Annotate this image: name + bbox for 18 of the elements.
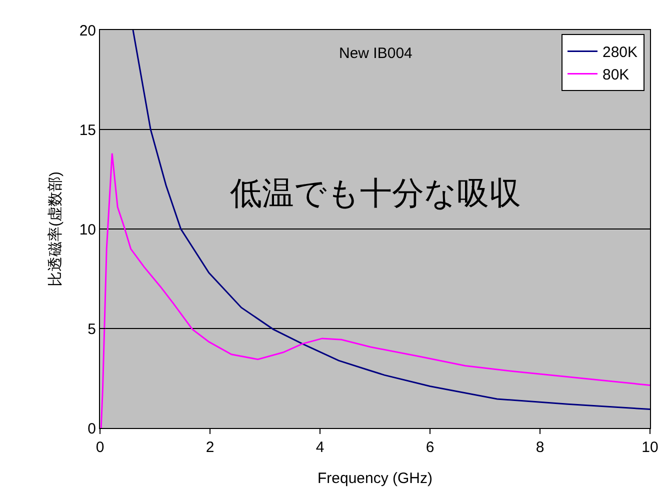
- x-tick-label: 8: [536, 439, 544, 456]
- y-tick-label: 15: [79, 122, 96, 139]
- x-tick-label: 6: [426, 439, 434, 456]
- y-axis-title: 比透磁率(虚数部): [47, 172, 64, 286]
- x-tick-label: 4: [316, 439, 324, 456]
- x-axis-title: Frequency (GHz): [317, 470, 433, 487]
- line-series: [100, 152, 650, 428]
- annotation: 低温でも十分な吸収: [230, 175, 521, 211]
- x-tick-label: 2: [206, 439, 214, 456]
- annotation: New IB004: [339, 45, 412, 62]
- y-tick-label: 0: [88, 420, 96, 438]
- y-tick-label: 5: [88, 320, 96, 338]
- x-tick-label: 10: [642, 439, 658, 456]
- y-tick-label: 20: [79, 22, 96, 40]
- legend-label: 280K: [602, 44, 638, 62]
- line-series: [132, 30, 650, 410]
- legend-label: 80K: [602, 66, 630, 84]
- y-tick-label: 10: [79, 221, 96, 238]
